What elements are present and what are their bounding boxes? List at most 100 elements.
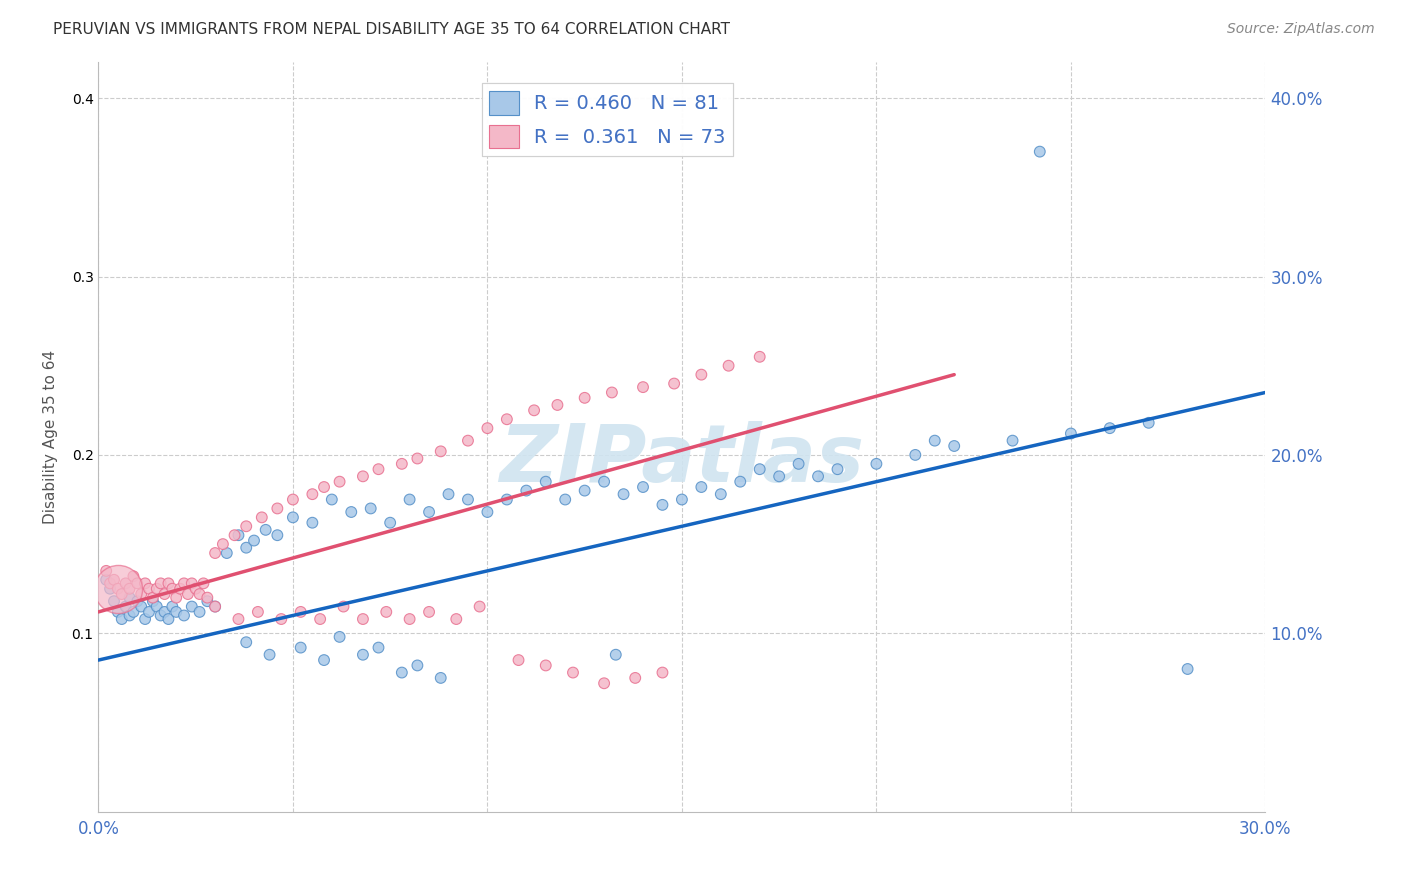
Point <box>107 582 129 596</box>
Point <box>329 630 352 644</box>
Point <box>111 612 134 626</box>
Point <box>827 462 849 476</box>
Point <box>352 648 374 662</box>
Point <box>340 505 363 519</box>
Point <box>562 665 585 680</box>
Point <box>157 612 180 626</box>
Point <box>127 576 149 591</box>
Point <box>153 605 176 619</box>
Point <box>367 462 389 476</box>
Point <box>375 605 398 619</box>
Point <box>309 612 332 626</box>
Point <box>730 475 752 489</box>
Point <box>429 444 451 458</box>
Point <box>254 523 277 537</box>
Point <box>246 605 269 619</box>
Point <box>266 501 288 516</box>
Point <box>142 591 165 605</box>
Point <box>574 483 596 498</box>
Legend: R = 0.460   N = 81, R =  0.361   N = 73: R = 0.460 N = 81, R = 0.361 N = 73 <box>482 83 733 156</box>
Point <box>114 599 136 614</box>
Point <box>228 528 250 542</box>
Point <box>367 640 389 655</box>
Point <box>129 599 152 614</box>
Point <box>188 605 211 619</box>
Point <box>259 648 281 662</box>
Text: ZIPatlas: ZIPatlas <box>499 420 865 499</box>
Point <box>118 591 141 605</box>
Point <box>671 492 693 507</box>
Point <box>329 475 352 489</box>
Point <box>457 434 479 448</box>
Point <box>228 612 250 626</box>
Point <box>651 498 673 512</box>
Point <box>437 487 460 501</box>
Point <box>534 475 557 489</box>
Point <box>593 475 616 489</box>
Point <box>312 480 335 494</box>
Point <box>600 385 623 400</box>
Point <box>398 612 420 626</box>
Point <box>613 487 636 501</box>
Point <box>118 608 141 623</box>
Point <box>508 653 530 667</box>
Point <box>195 594 218 608</box>
Point <box>1001 434 1024 448</box>
Point <box>165 605 187 619</box>
Point <box>146 582 169 596</box>
Point <box>122 605 145 619</box>
Point <box>184 582 207 596</box>
Point <box>496 412 519 426</box>
Point <box>554 492 576 507</box>
Point <box>98 576 121 591</box>
Point <box>149 576 172 591</box>
Point <box>523 403 546 417</box>
Point <box>301 487 323 501</box>
Point <box>332 599 354 614</box>
Point <box>468 599 491 614</box>
Point <box>96 564 118 578</box>
Point <box>446 612 468 626</box>
Point <box>651 665 673 680</box>
Point <box>162 582 184 596</box>
Point <box>631 380 654 394</box>
Point <box>406 451 429 466</box>
Point <box>398 492 420 507</box>
Point <box>98 582 121 596</box>
Point <box>710 487 733 501</box>
Point <box>1098 421 1121 435</box>
Point <box>301 516 323 530</box>
Point <box>149 608 172 623</box>
Point <box>406 658 429 673</box>
Point <box>717 359 740 373</box>
Point <box>134 612 156 626</box>
Point <box>153 587 176 601</box>
Point <box>235 635 257 649</box>
Point <box>107 582 129 596</box>
Point <box>391 665 413 680</box>
Point <box>391 457 413 471</box>
Point <box>352 469 374 483</box>
Point <box>270 612 292 626</box>
Point <box>122 569 145 583</box>
Point <box>195 591 218 605</box>
Point <box>138 605 160 619</box>
Point <box>235 519 257 533</box>
Point <box>690 368 713 382</box>
Point <box>281 492 304 507</box>
Point <box>1177 662 1199 676</box>
Point <box>107 605 129 619</box>
Point <box>290 605 312 619</box>
Point <box>103 594 125 608</box>
Point <box>266 528 288 542</box>
Point <box>748 350 770 364</box>
Point <box>865 457 887 471</box>
Point <box>180 599 202 614</box>
Point <box>631 480 654 494</box>
Point <box>477 505 499 519</box>
Point <box>477 421 499 435</box>
Point <box>352 612 374 626</box>
Point <box>418 605 440 619</box>
Point <box>418 505 440 519</box>
Point <box>943 439 966 453</box>
